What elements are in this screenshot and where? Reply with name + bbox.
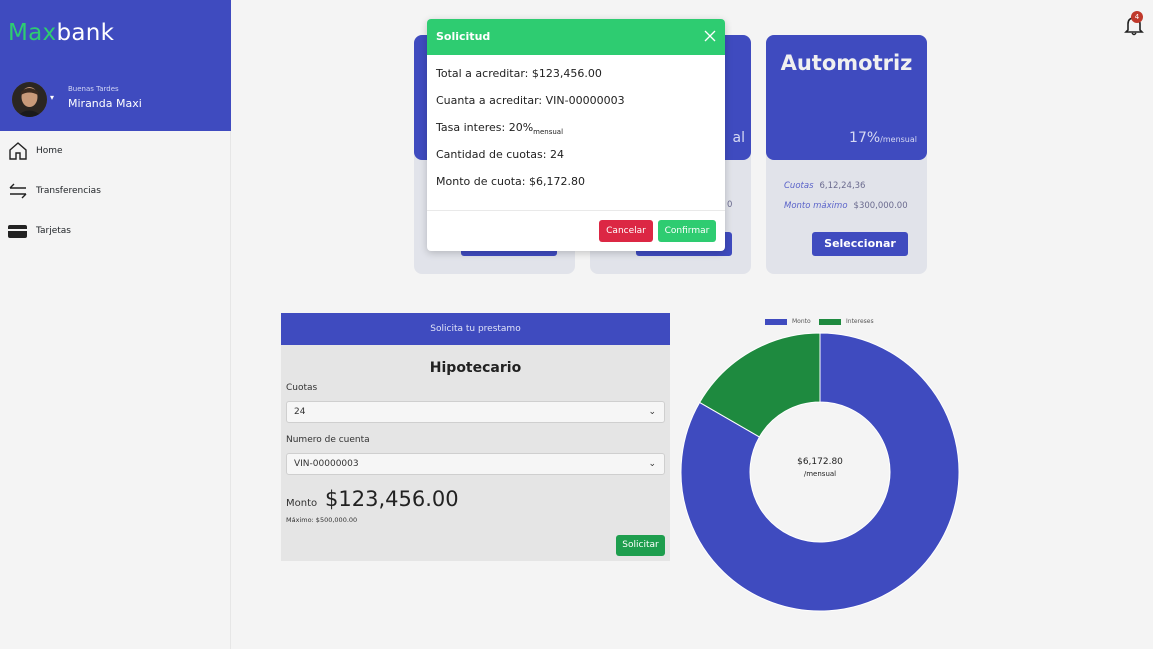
chart-center-unit: /mensual (803, 470, 837, 478)
chart-center-hole (751, 403, 889, 541)
loan-rate-value: 17% (849, 130, 881, 146)
sidebar-item-label: Tarjetas (36, 226, 71, 236)
amount-label: Monto (286, 498, 318, 509)
request-button[interactable]: Solicitar (616, 535, 665, 556)
avatar[interactable] (12, 82, 47, 117)
confirm-button[interactable]: Confirmar (658, 220, 716, 242)
chart-slice-monto[interactable] (680, 332, 960, 612)
loan-rate-unit: /mensual (880, 135, 917, 144)
modal-header: Solicitud (427, 19, 725, 55)
loan-max: Monto máximo $300,000.00 (784, 201, 908, 211)
select-button[interactable]: Seleccionar (812, 232, 908, 256)
loan-card-header: Automotriz 17%/mensual (766, 35, 927, 160)
card-icon (8, 225, 27, 238)
notification-badge: 4 (1131, 11, 1143, 23)
legend-label-monto[interactable]: Monto (792, 318, 811, 325)
doughnut-chart (680, 332, 960, 612)
modal-rate-text: Tasa interes: 20% (436, 121, 534, 134)
modal-installment-amount: Monto de cuota: $6,172.80 (436, 175, 585, 188)
loan-cuotas-value: 6,12,24,36 (819, 181, 866, 191)
loan-cuotas: Cuotas 6,12,24,36 (784, 181, 865, 191)
sidebar-item-tarjetas[interactable]: Tarjetas (0, 217, 231, 245)
loan-max-value: 0 (727, 200, 733, 210)
chart-slice-intereses[interactable] (698, 332, 821, 438)
legend-label-intereses[interactable]: Intereses (846, 318, 874, 325)
loan-rate-unit: al (732, 130, 745, 146)
brand-part-max: Max (8, 20, 57, 46)
cuotas-label: Cuotas (286, 383, 318, 393)
chevron-down-icon: ⌄ (648, 459, 656, 469)
loan-card-automotriz: Automotriz 17%/mensual Cuotas 6,12,24,36 … (766, 35, 927, 274)
user-name: Miranda Maxi (68, 97, 142, 110)
modal-installments: Cantidad de cuotas: 24 (436, 148, 564, 161)
loan-chart: Monto Intereses $6,172.80 /mensual (676, 312, 966, 612)
cuotas-select[interactable]: 24 ⌄ (286, 401, 665, 423)
modal-divider (427, 210, 725, 211)
loan-max-label: Monto máximo (784, 201, 848, 211)
chevron-down-icon[interactable]: ▾ (50, 93, 55, 102)
amount-max-label: Máximo: $500,000.00 (286, 516, 358, 524)
close-icon[interactable] (704, 30, 716, 42)
loan-cuotas-label: Cuotas (784, 181, 814, 191)
sidebar-item-home[interactable]: Home (0, 137, 231, 165)
brand-logo[interactable]: Maxbank (8, 20, 114, 46)
modal-rate: Tasa interes: 20%mensual (436, 121, 563, 136)
sidebar-item-transferencias[interactable]: Transferencias (0, 177, 231, 205)
transfer-icon (9, 183, 27, 199)
request-modal: Solicitud Total a acreditar: $123,456.00… (427, 19, 725, 251)
sidebar-item-label: Transferencias (36, 186, 101, 196)
sidebar: Maxbank ▾ Buenas Tardes Miranda Maxi Hom… (0, 0, 231, 649)
cancel-button[interactable]: Cancelar (599, 220, 653, 242)
loan-max-value: $300,000.00 (853, 201, 908, 211)
modal-title: Solicitud (436, 30, 491, 43)
chart-center-value: $6,172.80 (797, 457, 843, 467)
modal-rate-unit: mensual (533, 128, 564, 137)
amount-value[interactable]: $123,456.00 (325, 487, 459, 511)
account-select-value: VIN-00000003 (294, 459, 359, 469)
legend-swatch-intereses (819, 319, 841, 325)
loan-form-header: Solicita tu prestamo (281, 313, 670, 345)
account-label: Numero de cuenta (286, 435, 370, 445)
loan-rate: 17%/mensual (849, 130, 917, 146)
loan-form-panel: Solicita tu prestamo Hipotecario Cuotas … (281, 313, 670, 561)
brand-part-bank: bank (56, 20, 115, 46)
loan-form-title: Hipotecario (429, 360, 522, 376)
modal-account: Cuanta a acreditar: VIN-00000003 (436, 94, 625, 107)
account-select[interactable]: VIN-00000003 ⌄ (286, 453, 665, 475)
sidebar-header: Maxbank ▾ Buenas Tardes Miranda Maxi (0, 0, 231, 131)
legend-swatch-monto (765, 319, 787, 325)
chevron-down-icon: ⌄ (648, 407, 656, 417)
cuotas-select-value: 24 (294, 407, 306, 417)
greeting-text: Buenas Tardes (68, 85, 119, 93)
home-icon (9, 142, 27, 160)
sidebar-item-label: Home (36, 146, 63, 156)
modal-total: Total a acreditar: $123,456.00 (436, 67, 602, 80)
loan-title: Automotriz (780, 51, 913, 75)
